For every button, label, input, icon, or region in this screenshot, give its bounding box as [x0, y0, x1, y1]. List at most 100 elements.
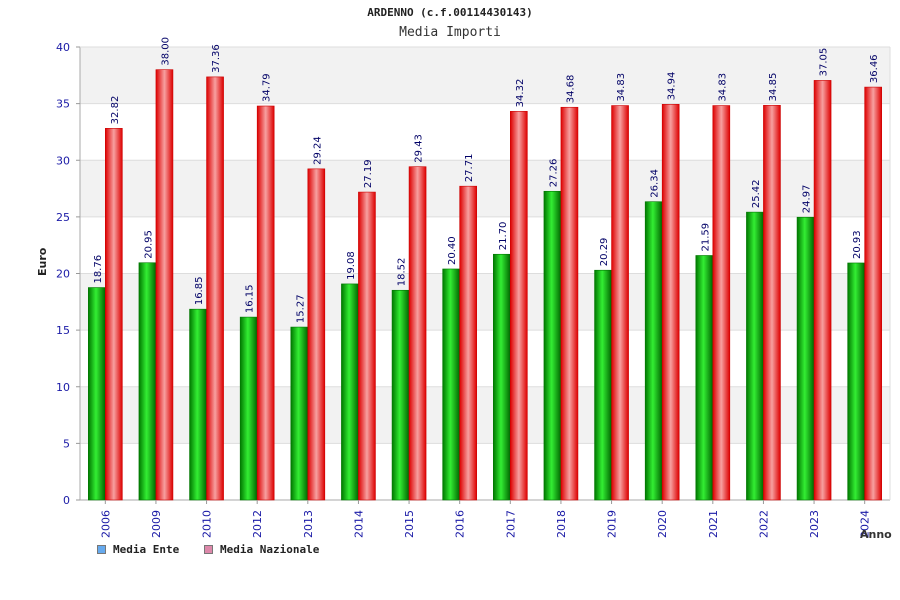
bar-media-nazionale [155, 69, 174, 501]
bar-media-ente [341, 283, 359, 501]
bar-media-ente [189, 308, 207, 501]
x-tick-label: 2018 [555, 510, 568, 538]
bar-media-nazionale [206, 76, 224, 501]
y-tick-label: 35 [56, 98, 70, 111]
bar-media-nazionale [712, 105, 731, 501]
data-label: 26.34 [650, 169, 661, 198]
bar-media-ente [695, 255, 714, 501]
data-label: 37.36 [211, 44, 222, 73]
x-tick-label: 2006 [99, 510, 112, 538]
x-tick-label: 2022 [757, 510, 770, 538]
data-label: 18.76 [93, 255, 104, 284]
bar-media-ente [290, 326, 309, 501]
data-label: 20.40 [447, 236, 458, 265]
bar-media-ente [644, 201, 663, 501]
bar-media-ente [594, 269, 612, 501]
data-label: 20.29 [599, 238, 610, 267]
legend-label-nazionale: Media Nazionale [220, 543, 320, 556]
x-tick-label: 2020 [656, 510, 669, 538]
bar-media-nazionale [408, 166, 427, 501]
x-tick-label: 2019 [606, 510, 619, 538]
y-tick-label: 25 [56, 211, 70, 224]
bar-media-ente [796, 216, 815, 501]
data-label: 38.00 [160, 37, 171, 66]
y-tick-label: 10 [56, 381, 70, 394]
chart-subtitle: Media Importi [399, 25, 501, 40]
y-tick-label: 30 [56, 154, 70, 167]
x-tick-label: 2012 [251, 510, 264, 538]
legend-item-ente: Media Ente [97, 543, 179, 556]
data-label: 34.68 [565, 75, 576, 104]
legend-swatch-ente [97, 545, 106, 554]
bar-media-nazionale [763, 105, 781, 501]
x-tick-label: 2023 [808, 510, 821, 538]
data-label: 15.27 [295, 294, 306, 323]
data-label: 21.59 [700, 223, 711, 252]
x-tick-label: 2016 [454, 510, 467, 538]
bar-media-ente [746, 211, 764, 501]
y-ticks: 0 5 10 15 20 25 30 35 40 [56, 41, 80, 507]
bar-media-nazionale [864, 86, 882, 501]
data-labels: 18.76 32.82 20.95 38.00 16.85 37.36 16.15 34.79… [93, 37, 880, 323]
y-tick-label: 20 [56, 268, 70, 281]
data-label: 29.43 [414, 134, 425, 163]
bar-media-nazionale [510, 111, 528, 501]
y-tick-label: 40 [56, 41, 70, 54]
y-tick-label: 5 [63, 437, 70, 450]
bars [88, 69, 882, 501]
bar-media-ente [391, 289, 410, 501]
chart-title: ARDENNO (c.f.00114430143) [367, 6, 533, 19]
x-ticks: 2006 2009 2010 2012 2013 2014 2015 2016 2017 2018… [99, 500, 872, 538]
bar-media-nazionale [358, 191, 376, 501]
data-label: 34.32 [515, 79, 526, 108]
data-label: 27.71 [464, 154, 475, 183]
data-label: 20.93 [852, 230, 863, 259]
data-label: 18.52 [397, 258, 408, 287]
bar-media-ente [543, 190, 562, 501]
bar-media-ente [847, 262, 865, 501]
data-label: 21.70 [498, 222, 509, 251]
data-label: 27.26 [548, 159, 559, 188]
x-tick-label: 2010 [201, 510, 214, 538]
data-label: 34.94 [667, 72, 678, 101]
bar-media-nazionale [256, 105, 275, 501]
data-label: 36.46 [869, 54, 880, 83]
legend-item-nazionale: Media Nazionale [204, 543, 319, 556]
data-label: 34.85 [768, 73, 779, 102]
y-tick-label: 15 [56, 324, 70, 337]
data-label: 24.97 [802, 185, 813, 214]
data-label: 34.79 [262, 73, 273, 102]
legend-label-ente: Media Ente [113, 543, 180, 556]
x-tick-label: 2014 [352, 510, 365, 538]
x-tick-label: 2017 [504, 510, 517, 538]
bar-media-ente [442, 268, 460, 501]
data-label: 25.42 [751, 179, 762, 208]
bar-media-nazionale [560, 106, 579, 501]
x-tick-label: 2009 [150, 510, 163, 538]
data-label: 16.85 [194, 277, 205, 306]
bar-media-nazionale [813, 80, 832, 501]
data-label: 34.83 [616, 73, 627, 102]
bar-media-nazionale [661, 104, 680, 501]
x-tick-label: 2015 [403, 510, 416, 538]
bar-media-ente [493, 253, 511, 501]
bar-media-ente [88, 287, 106, 501]
bar-media-ente [138, 262, 157, 501]
data-label: 32.82 [110, 96, 121, 125]
data-label: 27.19 [363, 159, 374, 188]
data-label: 19.08 [346, 251, 357, 280]
x-tick-label: 2024 [859, 510, 872, 538]
data-label: 37.05 [819, 48, 830, 77]
bar-media-nazionale [105, 128, 123, 501]
bar-media-nazionale [307, 168, 326, 501]
x-axis-label: Anno [860, 528, 892, 541]
bar-media-nazionale [459, 185, 477, 501]
bar-media-ente [239, 316, 258, 501]
data-label: 34.83 [717, 73, 728, 102]
legend-swatch-nazionale [204, 545, 213, 554]
x-tick-label: 2021 [707, 510, 720, 538]
bar-media-nazionale [611, 105, 629, 501]
data-label: 20.95 [143, 230, 154, 259]
x-tick-label: 2013 [302, 510, 315, 538]
